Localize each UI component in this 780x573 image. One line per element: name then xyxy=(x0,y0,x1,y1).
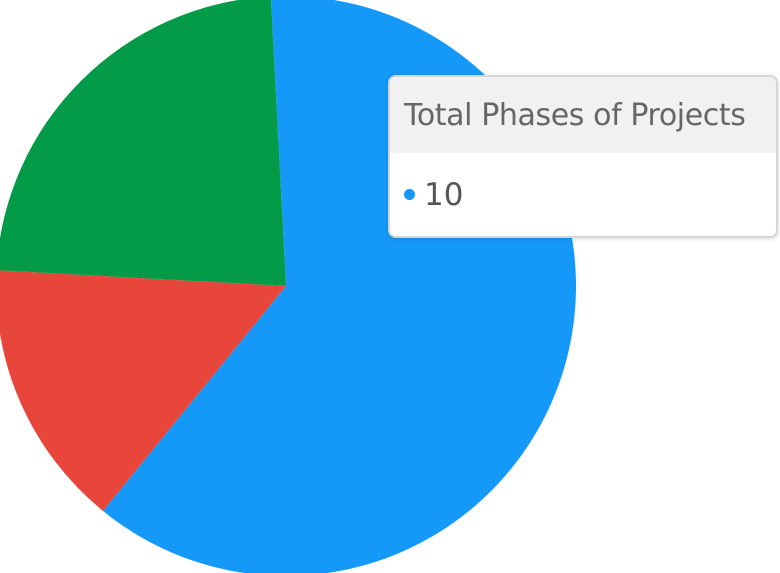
chart-tooltip: Total Phases of Projects 10 xyxy=(388,75,778,238)
tooltip-title: Total Phases of Projects xyxy=(390,77,776,153)
pie-slice-3[interactable] xyxy=(0,0,286,286)
pie-slice-2[interactable] xyxy=(0,270,286,511)
tooltip-series-marker-icon xyxy=(404,189,415,200)
tooltip-body: 10 xyxy=(390,153,776,236)
tooltip-value: 10 xyxy=(424,176,464,213)
